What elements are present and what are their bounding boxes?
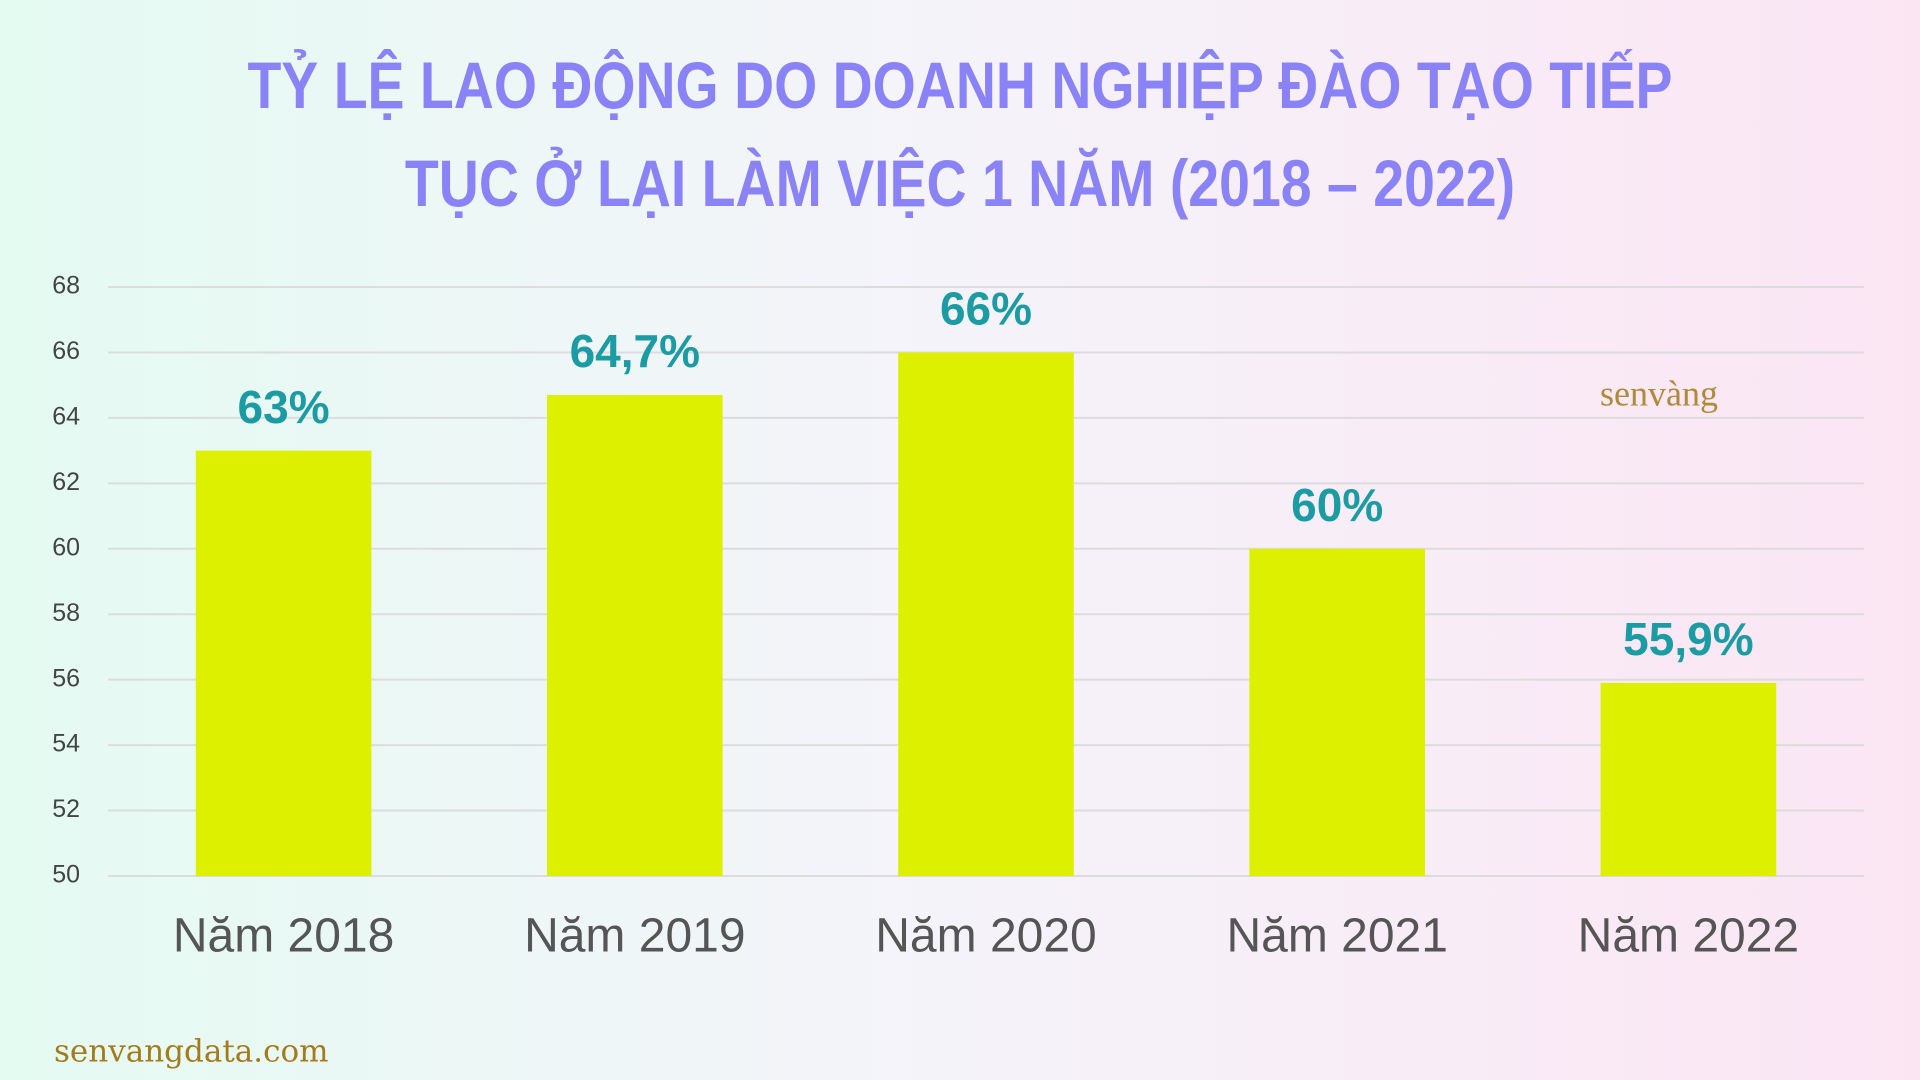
y-tick-label: 58 bbox=[52, 599, 80, 627]
x-tick-label: Năm 2021 bbox=[1226, 910, 1447, 963]
chart-title: TỶ LỆ LAO ĐỘNG DO DOANH NGHIỆP ĐÀO TẠO T… bbox=[247, 48, 1673, 220]
bar bbox=[1249, 548, 1425, 876]
value-label: 64,7% bbox=[570, 325, 700, 377]
x-tick-label: Năm 2019 bbox=[524, 910, 745, 963]
bar bbox=[1600, 682, 1777, 876]
y-tick-label: 64 bbox=[52, 402, 80, 430]
x-tick-label: Năm 2018 bbox=[173, 910, 394, 963]
y-tick-label: 68 bbox=[52, 272, 80, 300]
y-tick-label: 52 bbox=[52, 795, 80, 823]
y-tick-label: 54 bbox=[52, 730, 80, 758]
value-label: 55,9% bbox=[1623, 613, 1753, 665]
value-label: 60% bbox=[1291, 479, 1383, 531]
y-tick-label: 66 bbox=[52, 337, 80, 365]
x-tick-label: Năm 2020 bbox=[875, 910, 1096, 963]
bar bbox=[898, 352, 1074, 876]
y-tick-label: 56 bbox=[52, 664, 80, 692]
value-label: 63% bbox=[238, 381, 330, 433]
logo: senvàng bbox=[1600, 373, 1718, 413]
value-label: 66% bbox=[940, 283, 1032, 335]
website: senvangdata.com bbox=[54, 1034, 329, 1070]
y-tick-label: 62 bbox=[52, 468, 80, 496]
x-tick-label: Năm 2022 bbox=[1578, 910, 1799, 963]
y-tick-label: 50 bbox=[52, 861, 80, 889]
bar bbox=[547, 394, 723, 876]
bar bbox=[195, 450, 372, 876]
y-tick-label: 60 bbox=[52, 533, 80, 561]
